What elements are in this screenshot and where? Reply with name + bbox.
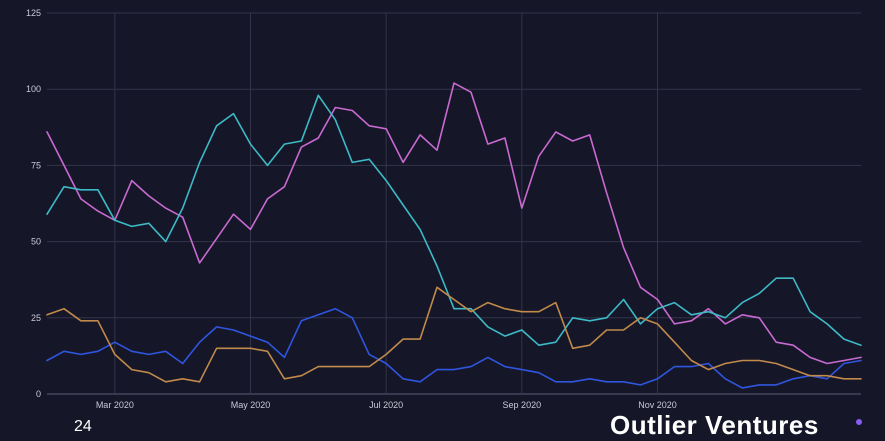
y-tick-label: 75: [31, 160, 41, 170]
series-line-2: [46, 94, 862, 347]
grid: [47, 12, 861, 395]
line-chart: 0 25 50 75 100 125 Mar 2020 May 2020 Jul 2020 Se…: [26, 8, 862, 410]
y-axis: 0 25 50 75 100 125: [26, 8, 41, 399]
x-tick-label: Nov 2020: [638, 400, 677, 410]
series-line-1: [46, 82, 862, 365]
y-tick-label: 0: [36, 389, 41, 399]
series-line-4: [46, 286, 862, 383]
x-tick-label: Mar 2020: [96, 400, 134, 410]
y-tick-label: 50: [31, 237, 41, 247]
page-number: 24: [74, 418, 92, 435]
series-line-3: [46, 307, 862, 389]
y-tick-label: 125: [26, 8, 41, 18]
x-axis: Mar 2020 May 2020 Jul 2020 Sep 2020 Nov 2020: [96, 400, 677, 410]
series-lines: [46, 82, 862, 389]
brand-logo-text: Outlier Ventures: [610, 410, 819, 440]
x-tick-label: May 2020: [231, 400, 271, 410]
x-tick-label: Sep 2020: [503, 400, 542, 410]
y-tick-label: 25: [31, 313, 41, 323]
brand-dot-icon: [856, 419, 862, 425]
y-tick-label: 100: [26, 84, 41, 94]
x-tick-label: Jul 2020: [369, 400, 403, 410]
